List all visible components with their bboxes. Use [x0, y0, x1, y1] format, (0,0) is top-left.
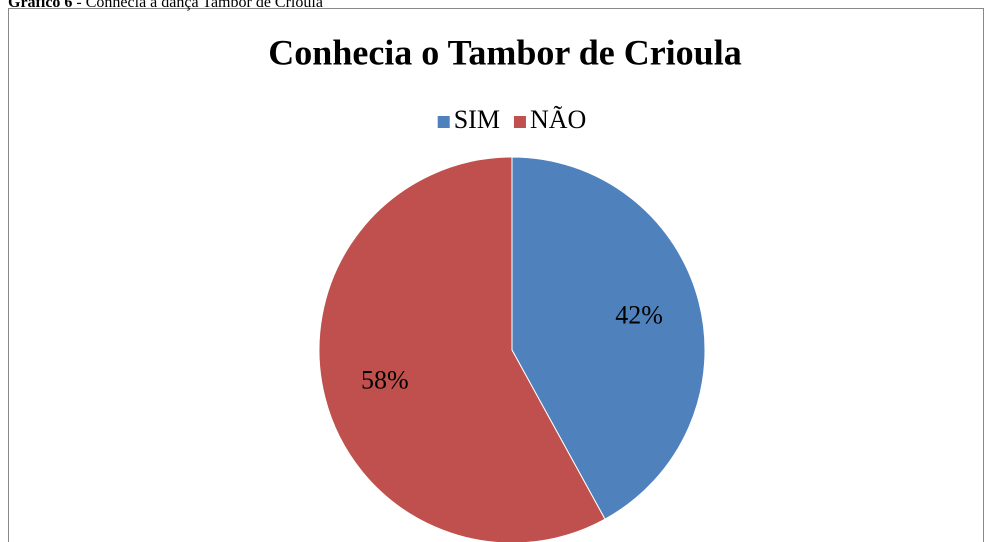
caption-label: Gráfico 6 — [8, 0, 72, 11]
legend-label: NÃO — [530, 105, 586, 134]
data-label: 58% — [361, 366, 409, 395]
legend-swatch — [513, 116, 526, 128]
legend: SIM NÃO — [437, 105, 586, 134]
legend-swatch — [437, 116, 450, 128]
caption-text: - Conhecia a dança Tambor de Crioula — [76, 0, 323, 11]
pie: 42% 58% — [318, 156, 706, 542]
chart-title: Conhecia o Tambor de Crioula — [268, 32, 741, 72]
data-label: 42% — [615, 300, 663, 329]
pie-slice — [318, 156, 606, 542]
pie-slice — [511, 156, 706, 520]
legend-label: SIM — [454, 105, 500, 134]
caption: Gráfico 6 - Conhecia a dança Tambor de Cr… — [8, 0, 323, 11]
